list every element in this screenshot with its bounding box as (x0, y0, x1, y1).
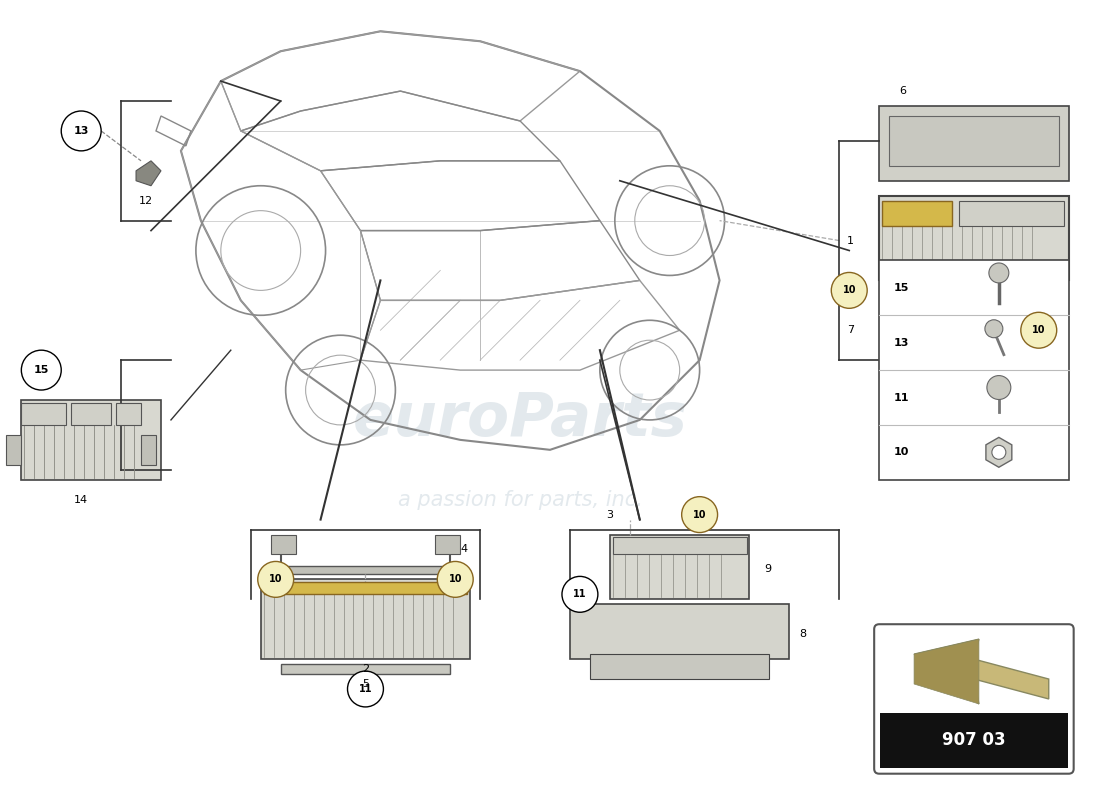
Bar (880, 713, 1068, 768)
Text: 10: 10 (449, 574, 462, 584)
Text: 1: 1 (847, 235, 855, 246)
Bar (264, 582, 468, 594)
Polygon shape (914, 639, 979, 704)
Circle shape (1021, 312, 1057, 348)
Bar (909, 295, 1019, 360)
Bar (117, 403, 141, 425)
Circle shape (62, 111, 101, 151)
Text: 13: 13 (894, 338, 910, 348)
Text: 12: 12 (139, 196, 153, 206)
Bar (280, 566, 450, 574)
Bar (21, 400, 161, 480)
Bar (879, 106, 1069, 181)
Bar (436, 534, 460, 554)
Bar (280, 664, 450, 674)
Circle shape (992, 446, 1005, 459)
Text: 4: 4 (460, 545, 467, 554)
Circle shape (562, 576, 598, 612)
Bar (613, 537, 747, 554)
Bar (959, 201, 1064, 226)
Bar (889, 116, 1058, 166)
Circle shape (21, 350, 62, 390)
Text: a passion for parts, inc.: a passion for parts, inc. (397, 490, 642, 510)
Bar (882, 201, 952, 226)
Bar (7, 435, 21, 465)
Bar (609, 534, 749, 599)
Bar (141, 435, 156, 465)
Text: 15: 15 (894, 283, 910, 293)
Text: 15: 15 (34, 365, 50, 375)
Circle shape (348, 671, 384, 707)
Text: 10: 10 (1032, 326, 1045, 335)
Text: 10: 10 (843, 286, 856, 295)
Text: 13: 13 (74, 126, 89, 136)
Circle shape (989, 263, 1009, 283)
Text: euroParts: euroParts (353, 390, 688, 450)
Text: 3: 3 (606, 510, 614, 520)
Text: 907 03: 907 03 (942, 731, 1005, 749)
Circle shape (438, 562, 473, 598)
Bar (261, 579, 470, 659)
Bar (570, 604, 790, 659)
Text: 14: 14 (74, 494, 88, 505)
Bar (879, 196, 1069, 281)
Bar (271, 534, 296, 554)
Circle shape (682, 497, 717, 533)
Text: 11: 11 (573, 590, 586, 599)
Text: 7: 7 (847, 326, 855, 335)
Bar (879, 286, 920, 370)
Bar (21, 403, 66, 425)
Circle shape (984, 320, 1003, 338)
Text: 2: 2 (362, 664, 369, 674)
Text: 10: 10 (693, 510, 706, 520)
Text: 8: 8 (800, 629, 806, 639)
Text: 6: 6 (899, 86, 906, 96)
Bar (879, 261, 1069, 480)
Text: 5: 5 (362, 679, 369, 689)
Bar (590, 654, 769, 679)
Bar (72, 403, 111, 425)
Circle shape (987, 375, 1011, 399)
Polygon shape (136, 161, 161, 186)
Polygon shape (986, 438, 1012, 467)
Text: 10: 10 (894, 447, 910, 458)
FancyBboxPatch shape (874, 624, 1074, 774)
Circle shape (257, 562, 294, 598)
Polygon shape (914, 639, 1048, 704)
Text: 10: 10 (268, 574, 283, 584)
Text: 11: 11 (894, 393, 910, 402)
Circle shape (832, 273, 867, 308)
Text: 9: 9 (764, 565, 771, 574)
Text: 11: 11 (359, 684, 372, 694)
